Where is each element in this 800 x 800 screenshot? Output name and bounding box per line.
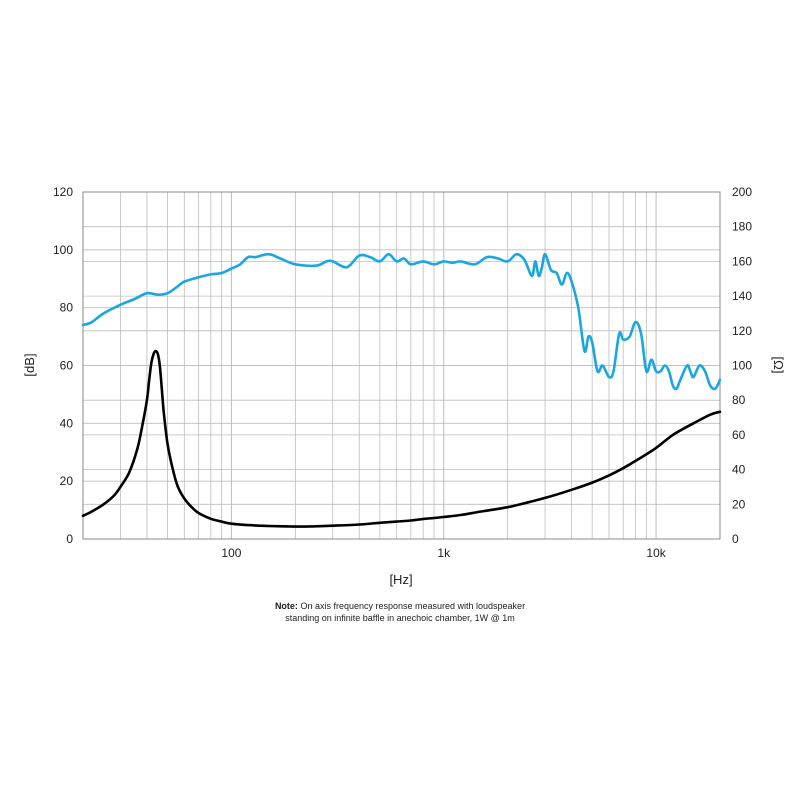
x-tick-label: 100 bbox=[221, 546, 241, 560]
y-tick-label-right: 40 bbox=[732, 463, 746, 477]
y-tick-label-left: 20 bbox=[60, 474, 74, 488]
y-tick-label-right: 60 bbox=[732, 428, 746, 442]
y-tick-label-left: 60 bbox=[60, 359, 74, 373]
plot-area-border bbox=[82, 191, 721, 540]
y-axis-right-ticks: 0 20 40 60 80 100 120 140 160 180 200 bbox=[732, 185, 752, 546]
y-tick-label-right: 80 bbox=[732, 393, 746, 407]
x-tick-label: 1k bbox=[437, 546, 451, 560]
y-axis-right-label: [Ω] bbox=[771, 357, 786, 374]
y-tick-label-right: 180 bbox=[732, 220, 752, 234]
measurement-note: Note: On axis frequency response measure… bbox=[0, 600, 800, 624]
y-tick-label-left: 0 bbox=[66, 532, 73, 546]
note-line-2: standing on infinite baffle in anechoic … bbox=[285, 613, 515, 623]
impedance-line bbox=[81, 349, 722, 528]
chart-grid bbox=[82, 191, 721, 540]
note-line-1: On axis frequency response measured with… bbox=[297, 601, 526, 611]
y-tick-label-right: 160 bbox=[732, 254, 752, 268]
y-tick-label-right: 120 bbox=[732, 324, 752, 338]
note-bold-label: Note: bbox=[274, 601, 298, 611]
y-tick-label-right: 20 bbox=[732, 497, 746, 511]
y-tick-label-left: 40 bbox=[60, 416, 74, 430]
frequency-response-line bbox=[81, 252, 722, 391]
chart-series bbox=[81, 252, 722, 528]
y-tick-label-right: 0 bbox=[732, 532, 739, 546]
x-tick-label: 10k bbox=[646, 546, 666, 560]
y-tick-label-right: 100 bbox=[732, 359, 752, 373]
y-axis-left-label: [dB] bbox=[22, 353, 37, 376]
y-tick-label-right: 140 bbox=[732, 289, 752, 303]
y-tick-label-left: 80 bbox=[60, 301, 74, 315]
y-axis-left-ticks: 0 20 40 60 80 100 120 bbox=[53, 185, 73, 546]
y-tick-label-left: 100 bbox=[53, 243, 73, 257]
y-tick-label-left: 120 bbox=[53, 185, 73, 199]
x-axis-ticks: 100 1k 10k bbox=[221, 546, 666, 560]
y-tick-label-right: 200 bbox=[732, 185, 752, 199]
x-axis-label: [Hz] bbox=[389, 572, 412, 587]
